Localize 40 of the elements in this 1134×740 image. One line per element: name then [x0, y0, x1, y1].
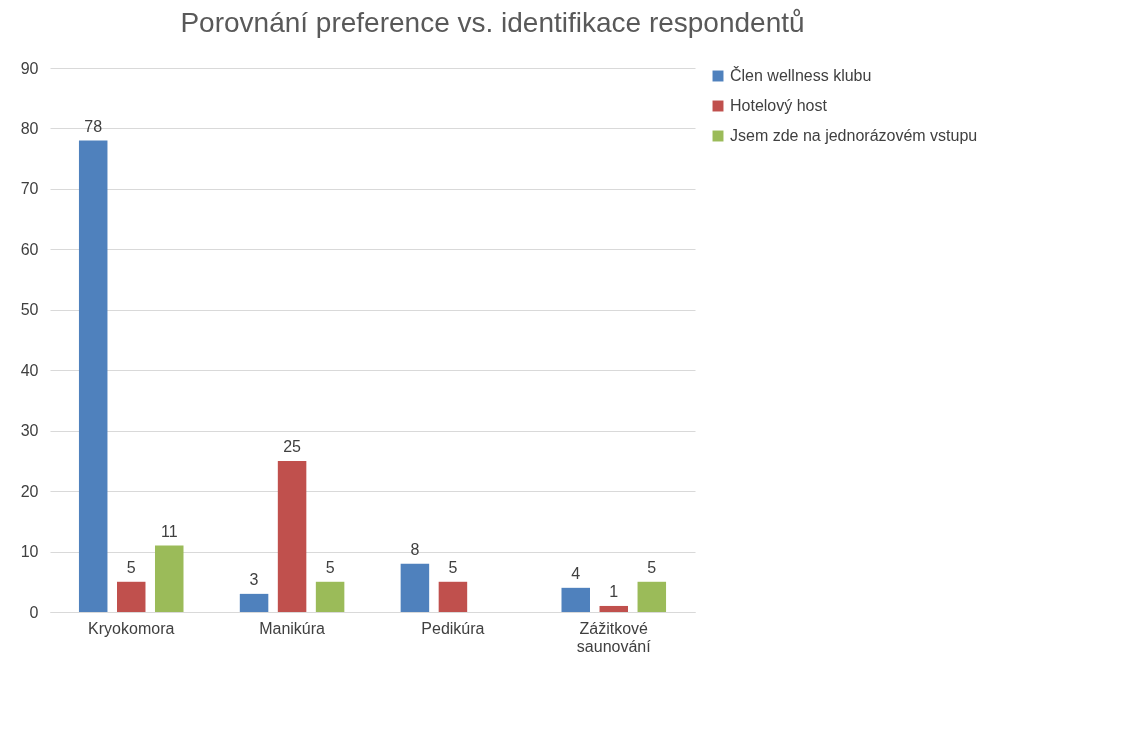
bar: [400, 563, 430, 612]
data-label: 5: [126, 558, 136, 576]
bar: [154, 545, 184, 612]
x-tick-label: Pedikúra: [421, 619, 485, 637]
legend-label: Člen wellness klubu: [730, 66, 872, 84]
y-tick-label: 40: [20, 361, 39, 379]
chart-title: Porovnání preference vs. identifikace respondentů: [180, 7, 805, 38]
y-tick-label: 70: [20, 180, 39, 198]
bar: [438, 581, 468, 612]
y-tick-label: 20: [20, 482, 39, 500]
bar: [78, 140, 108, 612]
bar: [239, 593, 269, 612]
y-tick-label: 60: [20, 240, 39, 258]
y-tick-label: 30: [20, 422, 39, 440]
data-label: 11: [160, 522, 178, 540]
data-label: 1: [609, 582, 619, 600]
bar: [599, 605, 629, 612]
data-label: 3: [249, 570, 259, 588]
bar: [116, 581, 146, 612]
legend-label: Jsem zde na jednorázovém vstupu: [730, 127, 978, 144]
data-label: 8: [410, 540, 420, 558]
y-tick-label: 80: [20, 119, 39, 137]
data-label: 25: [283, 437, 302, 455]
data-label: 78: [84, 117, 103, 135]
data-label: 4: [571, 564, 581, 582]
bar: [637, 581, 667, 612]
data-label: 5: [325, 558, 335, 576]
y-tick-label: 90: [20, 59, 39, 77]
data-label: 5: [647, 558, 657, 576]
y-tick-label: 10: [20, 543, 39, 561]
legend-label: Hotelový host: [730, 97, 828, 114]
bar: [315, 581, 345, 612]
bar: [277, 460, 307, 612]
y-tick-label: 0: [29, 603, 39, 621]
bar: [561, 587, 591, 612]
data-label: 5: [448, 558, 458, 576]
x-tick-label: Zážitkové saunování: [576, 619, 652, 655]
y-tick-label: 50: [20, 301, 39, 319]
x-tick-label: Manikúra: [259, 619, 326, 637]
x-tick-label: Kryokomora: [88, 619, 175, 637]
